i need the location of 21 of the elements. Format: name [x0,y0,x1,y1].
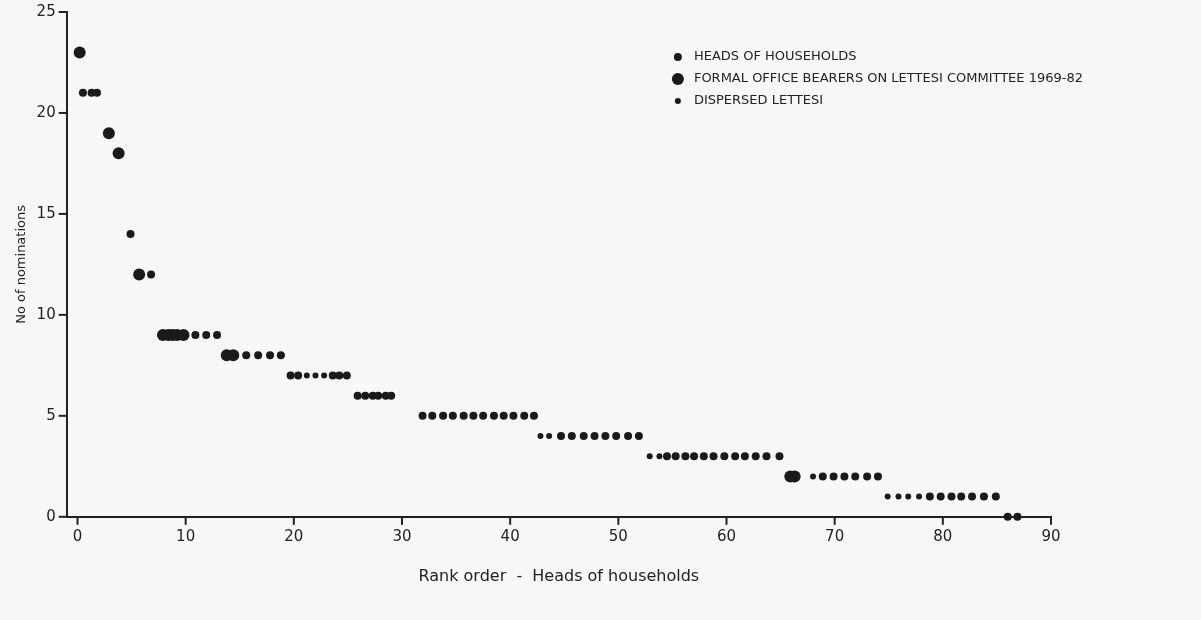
x-tick-label: 70 [825,526,845,545]
x-tick-label: 60 [716,526,737,545]
y-tick-label: 20 [36,102,56,121]
x-tick-label: 20 [284,526,304,545]
legend-label: DISPERSED LETTESI [693,92,824,108]
legend-label: HEADS OF HOUSEHOLDS [693,48,857,64]
y-axis-title: No of nominations [13,204,29,324]
x-tick-label: 10 [176,526,196,545]
x-tick-label: 90 [1041,526,1061,545]
y-tick-label: 5 [46,405,56,424]
y-tick-label: 25 [36,1,56,20]
x-tick-label: 30 [392,526,412,545]
x-axis-title: Rank order - Heads of households [418,565,700,585]
y-tick-label: 0 [46,506,56,525]
x-tick-label: 40 [500,526,520,545]
x-tick-label: 0 [72,526,83,545]
y-tick-label: 15 [36,203,56,222]
x-tick-label: 80 [933,526,953,545]
y-tick-label: 10 [36,304,56,323]
legend-label: FORMAL OFFICE BEARERS ON LETTESI COMMITTEE 1969-82 [693,70,1084,86]
x-tick-label: 50 [608,526,628,545]
